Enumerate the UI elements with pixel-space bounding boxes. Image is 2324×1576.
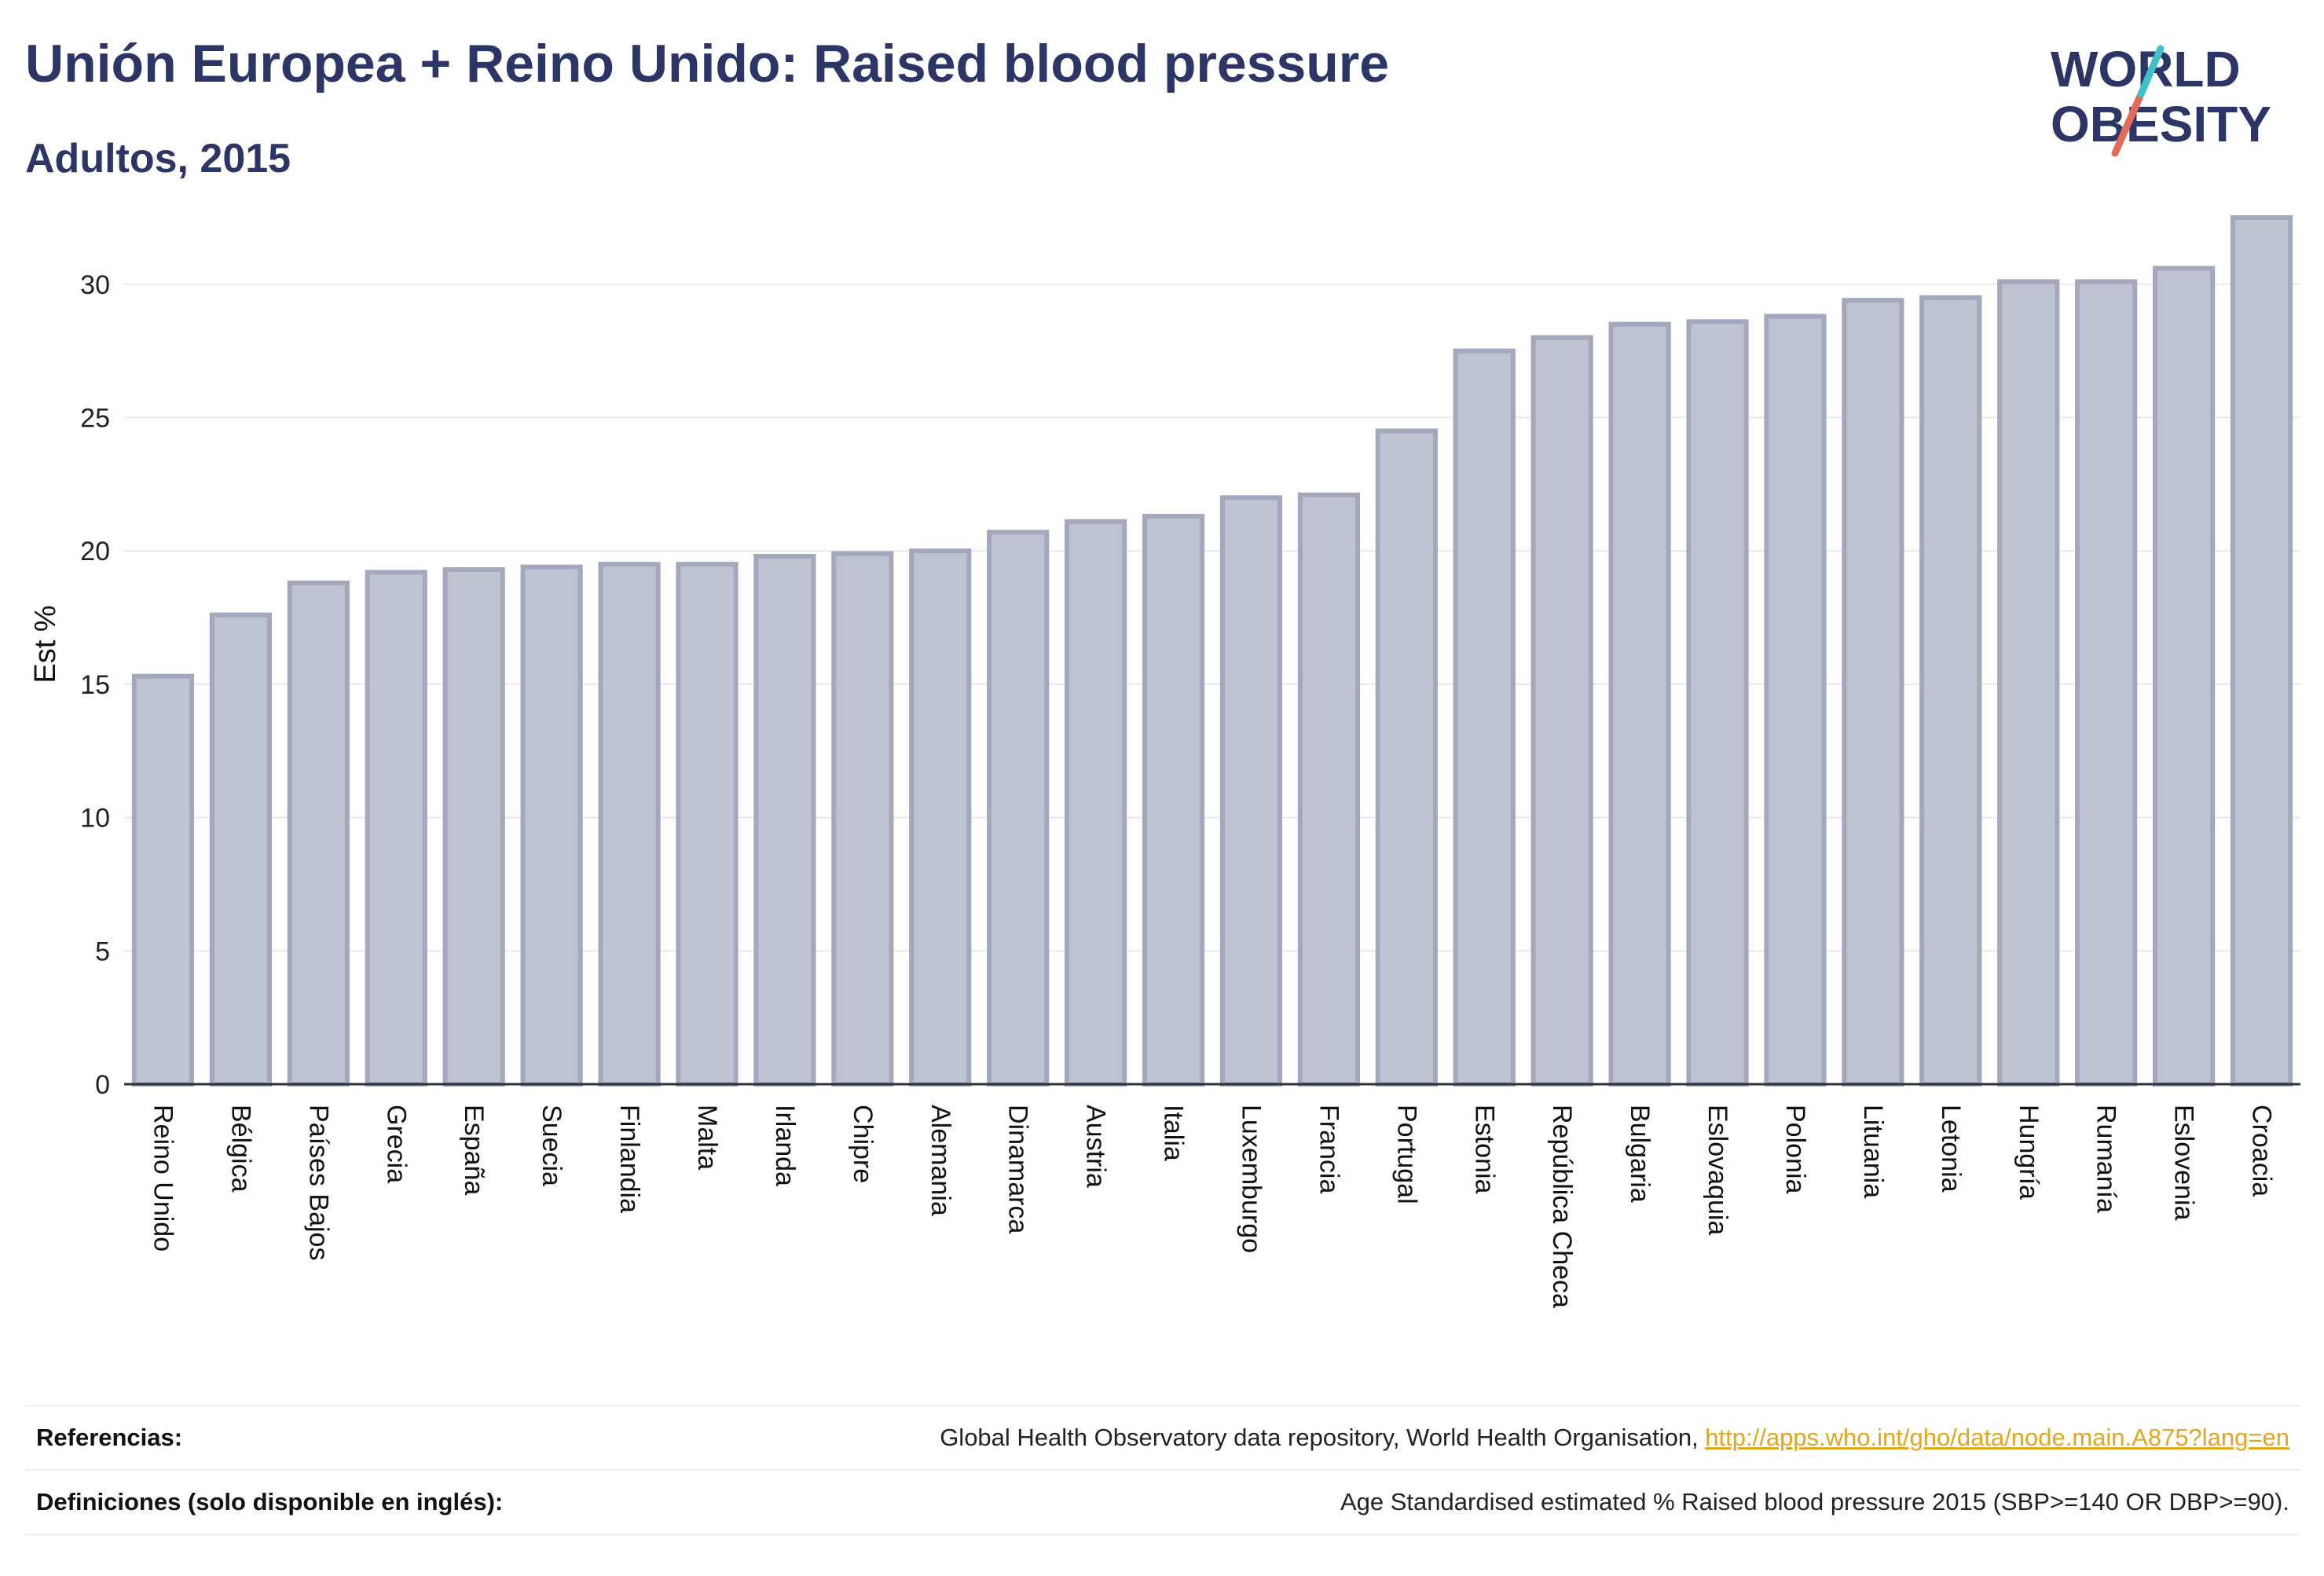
bar — [831, 551, 894, 1087]
bar — [209, 612, 272, 1087]
x-tick-label: Hungría — [2014, 1105, 2044, 1200]
y-tick-label: 30 — [80, 270, 110, 300]
x-tick-label: Rumanía — [2091, 1105, 2121, 1213]
references-link[interactable]: http://apps.who.int/gho/data/node.main.A… — [1705, 1424, 2289, 1451]
x-tick-label: Bélgica — [225, 1105, 255, 1193]
x-tick-label: Grecia — [381, 1105, 411, 1183]
x-tick-label: Malta — [692, 1105, 722, 1170]
x-tick-label: Eslovaquia — [1703, 1105, 1732, 1235]
x-tick-label: Dinamarca — [1003, 1105, 1033, 1233]
x-tick-label: Portugal — [1391, 1105, 1421, 1204]
bar — [1842, 298, 1904, 1087]
references-value: Global Health Observatory data repositor… — [940, 1424, 2300, 1452]
y-tick-label: 5 — [95, 936, 110, 966]
bar — [987, 530, 1050, 1087]
references-row: Referencias: Global Health Observatory d… — [25, 1405, 2300, 1469]
chart-title: Unión Europea + Reino Unido: Raised bloo… — [25, 34, 1390, 93]
bar — [131, 673, 195, 1087]
bar — [1453, 348, 1516, 1087]
bar — [2153, 266, 2216, 1087]
x-tick-label: Estonia — [1469, 1105, 1499, 1193]
x-tick-label: Polonia — [1780, 1105, 1810, 1194]
x-tick-label: Italia — [1159, 1105, 1189, 1161]
x-tick-label: Finlandia — [614, 1105, 644, 1213]
x-tick-label: Países Bajos — [303, 1105, 333, 1260]
y-axis-title: Est % — [29, 605, 62, 683]
x-tick-label: Alemania — [926, 1105, 955, 1216]
logo-slash-top — [2137, 45, 2165, 98]
bar — [365, 570, 427, 1087]
bar — [1530, 335, 1593, 1087]
y-tick-label: 20 — [80, 537, 110, 566]
x-tick-label: Letonia — [1936, 1105, 1966, 1193]
bar — [1142, 514, 1205, 1087]
bar — [1919, 295, 1982, 1087]
logo-slash-bottom — [2111, 90, 2145, 157]
bar-chart: 0 5 10 15 20 25 30 Est % Reino Unido Bélgica Paíse… — [29, 214, 2300, 1308]
x-tick-label: España — [459, 1105, 489, 1195]
definitions-row: Definiciones (solo disponible en inglés)… — [25, 1469, 2300, 1535]
bar — [1375, 428, 1438, 1087]
bar — [2230, 214, 2293, 1087]
x-tick-label: Irlanda — [770, 1105, 800, 1186]
x-tick-label: Bulgaria — [1625, 1105, 1655, 1203]
chart-subtitle: Adultos, 2015 — [25, 136, 291, 181]
x-tick-label: Chipre — [848, 1105, 878, 1183]
references-text: Global Health Observatory data repositor… — [940, 1424, 1706, 1451]
x-tick-label: Suecia — [537, 1105, 566, 1186]
bar — [753, 554, 816, 1087]
y-tick-label: 0 — [95, 1070, 110, 1100]
definitions-value: Age Standardised estimated % Raised bloo… — [1340, 1488, 2289, 1516]
x-tick-label: Reino Unido — [148, 1105, 178, 1252]
x-tick-label: Francia — [1314, 1105, 1343, 1193]
x-tick-label: Lituania — [1858, 1105, 1888, 1198]
x-tick-label: República Checa — [1547, 1105, 1577, 1308]
definitions-label: Definiciones (solo disponible en inglés)… — [36, 1488, 504, 1516]
x-tick-label: Croacia — [2247, 1105, 2277, 1197]
bar — [909, 548, 972, 1087]
bar — [598, 562, 661, 1087]
bar — [442, 566, 505, 1087]
bar — [676, 562, 739, 1087]
bar — [1608, 321, 1671, 1087]
world-obesity-logo: WORLD OBESITY — [2051, 41, 2271, 157]
bar — [1065, 519, 1127, 1087]
bar — [1297, 492, 1360, 1087]
bar — [287, 580, 350, 1087]
bar — [520, 564, 583, 1087]
bar — [2075, 279, 2138, 1087]
y-tick-label: 25 — [80, 404, 110, 434]
x-tick-label: Austria — [1081, 1105, 1111, 1188]
bar — [1686, 319, 1749, 1087]
x-tick-label: Eslovenia — [2169, 1105, 2199, 1221]
references-label: Referencias: — [36, 1424, 183, 1451]
bar — [1764, 313, 1827, 1087]
bar — [1997, 279, 2060, 1087]
y-tick-label: 10 — [80, 804, 110, 834]
logo-line2: OBESITY — [2051, 96, 2271, 152]
y-tick-label: 15 — [80, 670, 110, 700]
bar — [1219, 495, 1283, 1087]
x-tick-label: Luxemburgo — [1236, 1105, 1266, 1253]
